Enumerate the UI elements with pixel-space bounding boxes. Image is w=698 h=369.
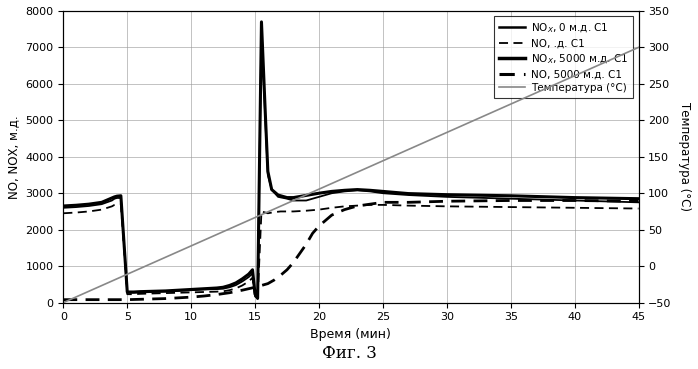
X-axis label: Время (мин): Время (мин) [311,328,392,341]
Y-axis label: NO, NOХ, м.д.: NO, NOХ, м.д. [7,115,20,199]
Text: Фиг. 3: Фиг. 3 [322,345,376,362]
Legend: NO$_X$, 0 м.д. C1, NO, .д. C1, NO$_X$, 5000 м.д. C1, NO, 5000 м.д. C1, Температу: NO$_X$, 0 м.д. C1, NO, .д. C1, NO$_X$, 5… [494,16,633,99]
Y-axis label: Температура (°C): Температура (°C) [678,102,691,211]
